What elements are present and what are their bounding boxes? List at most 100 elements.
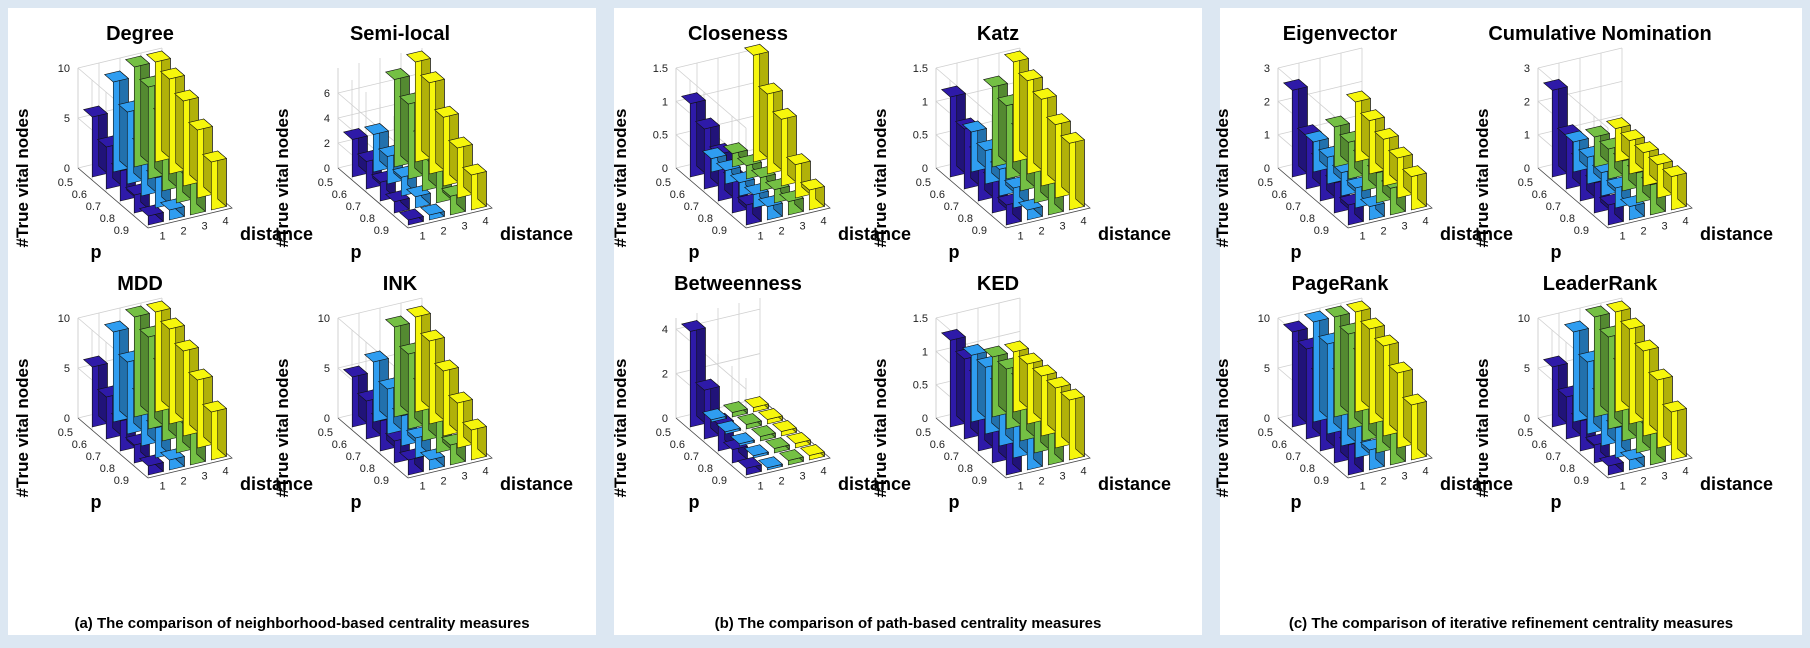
floor-edge bbox=[935, 167, 1007, 229]
z-tick-label: 10 bbox=[1258, 313, 1270, 325]
grid-line bbox=[1537, 67, 1609, 129]
bar bbox=[757, 407, 784, 425]
floor-edge bbox=[675, 417, 747, 479]
distance-tick-label: 3 bbox=[461, 471, 467, 483]
bar bbox=[1619, 128, 1646, 175]
bar-face bbox=[778, 449, 805, 461]
p-axis-label: p bbox=[91, 492, 102, 512]
p-tick-label: 0.9 bbox=[114, 225, 129, 237]
distance-axis-label: distance bbox=[838, 474, 911, 494]
p-tick-label: 0.9 bbox=[972, 475, 987, 487]
bar-face bbox=[757, 82, 784, 95]
chart-betweenness: 0 2 4 0.50.60.70.80.9 1 2 3 4 #True vital nodes p… bbox=[611, 273, 911, 512]
distance-tick-label: 4 bbox=[820, 466, 826, 478]
distance-tick-label: 3 bbox=[1401, 471, 1407, 483]
bar bbox=[145, 50, 172, 163]
distance-tick-label: 1 bbox=[1619, 481, 1625, 493]
bar bbox=[419, 203, 446, 221]
bar bbox=[785, 431, 812, 449]
bar bbox=[1345, 300, 1372, 413]
z-tick-label: 2 bbox=[1264, 96, 1270, 108]
bar bbox=[440, 184, 467, 216]
p-tick-label: 0.9 bbox=[374, 475, 389, 487]
p-tick-label: 0.5 bbox=[318, 427, 333, 439]
bar-face bbox=[447, 391, 474, 404]
bar-face bbox=[1003, 50, 1030, 63]
chart-title: MDD bbox=[117, 273, 163, 295]
p-tick-label: 0.9 bbox=[1574, 475, 1589, 487]
distance-tick-label: 3 bbox=[201, 221, 207, 233]
bar-face bbox=[1045, 113, 1072, 126]
caption-a: (a) The comparison of neighborhood-based… bbox=[74, 615, 529, 632]
y-axis-label: #True vital nodes bbox=[1213, 109, 1232, 248]
chart-title: Katz bbox=[977, 23, 1019, 45]
bar bbox=[173, 339, 200, 437]
bar bbox=[1059, 131, 1086, 211]
chart-semi-local: 0 2 4 6 0.50.60.70.80.9 1 2 3 4 #True vital nodes… bbox=[273, 23, 573, 262]
p-tick-label: 0.5 bbox=[1258, 177, 1273, 189]
bar-face bbox=[1003, 340, 1030, 353]
bar bbox=[363, 350, 390, 423]
bar bbox=[398, 208, 425, 226]
distance-tick-label: 4 bbox=[1080, 466, 1086, 478]
chart-cumulative-nomination: 0 1 2 3 0.50.60.70.80.9 1 2 3 4 #True vital nodes… bbox=[1473, 23, 1773, 262]
p-tick-label: 0.9 bbox=[972, 225, 987, 237]
p-tick-label: 0.6 bbox=[930, 439, 945, 451]
grid-line bbox=[675, 328, 747, 390]
y-axis-label: #True vital nodes bbox=[273, 109, 292, 248]
z-tick-label: 1 bbox=[662, 96, 668, 108]
bar-face bbox=[785, 432, 812, 444]
bar-face bbox=[419, 203, 446, 216]
bar-face bbox=[1387, 361, 1414, 374]
distance-tick-label: 4 bbox=[222, 466, 228, 478]
bar-face bbox=[1563, 320, 1590, 333]
distance-axis-label: distance bbox=[1440, 224, 1513, 244]
bar-face bbox=[1359, 109, 1386, 122]
p-tick-label: 0.8 bbox=[360, 213, 375, 225]
distance-tick-label: 3 bbox=[461, 221, 467, 233]
bar-face bbox=[1542, 78, 1569, 91]
y-axis-label: #True vital nodes bbox=[273, 359, 292, 498]
p-tick-label: 0.7 bbox=[684, 451, 699, 463]
chart-title: Cumulative Nomination bbox=[1488, 23, 1711, 45]
bar-face bbox=[1605, 117, 1632, 130]
bar-face bbox=[342, 365, 369, 378]
bar bbox=[736, 456, 763, 476]
p-tick-label: 0.6 bbox=[930, 189, 945, 201]
distance-tick-label: 1 bbox=[1359, 481, 1365, 493]
bar bbox=[701, 408, 728, 423]
bar-face bbox=[1542, 355, 1569, 368]
bar-face bbox=[940, 85, 967, 98]
bar bbox=[124, 305, 151, 418]
chart-title: KED bbox=[977, 273, 1019, 295]
bar bbox=[757, 82, 784, 175]
p-tick-label: 0.5 bbox=[1518, 177, 1533, 189]
bar bbox=[757, 456, 784, 471]
distance-tick-label: 2 bbox=[778, 226, 784, 238]
bar bbox=[1542, 78, 1569, 178]
p-tick-label: 0.9 bbox=[712, 475, 727, 487]
bar bbox=[1598, 454, 1625, 476]
chart-pagerank: 0 5 10 0.50.60.70.80.9 1 2 3 4 #True vital nodes… bbox=[1213, 273, 1513, 512]
p-tick-label: 0.9 bbox=[1574, 225, 1589, 237]
p-tick-label: 0.5 bbox=[656, 427, 671, 439]
bar-face bbox=[187, 118, 214, 131]
distance-tick-label: 4 bbox=[1422, 466, 1428, 478]
bar-face bbox=[363, 350, 390, 363]
grid-line bbox=[675, 67, 747, 129]
bar-face bbox=[363, 123, 390, 135]
distance-axis-label: distance bbox=[500, 474, 573, 494]
bar-face bbox=[757, 408, 784, 420]
distance-tick-label: 4 bbox=[482, 466, 488, 478]
distance-tick-label: 4 bbox=[482, 216, 488, 228]
bar bbox=[729, 432, 756, 447]
bar-face bbox=[1075, 131, 1085, 208]
bar-face bbox=[447, 136, 474, 149]
z-tick-label: 4 bbox=[324, 113, 330, 125]
bar-face bbox=[1584, 305, 1611, 318]
distance-tick-label: 1 bbox=[419, 231, 425, 243]
z-tick-label: 0 bbox=[1524, 413, 1530, 425]
bar-face bbox=[729, 432, 756, 445]
bar-face bbox=[982, 75, 1009, 88]
